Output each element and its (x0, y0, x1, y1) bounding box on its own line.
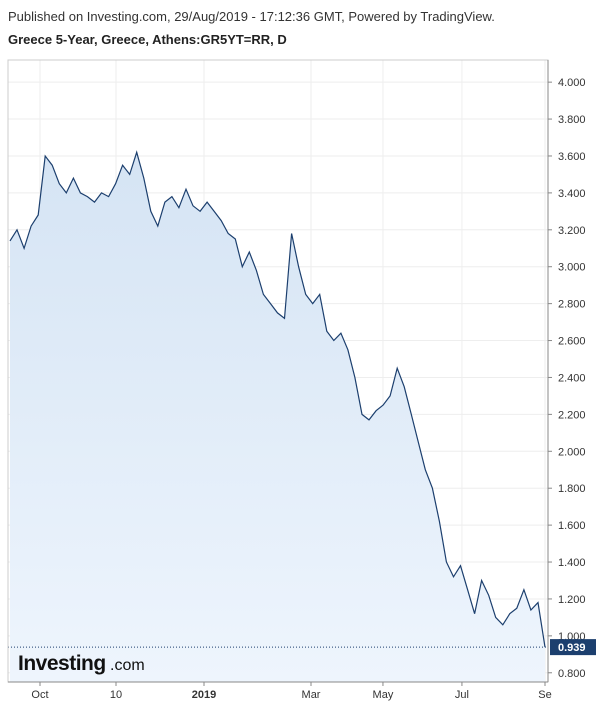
area (10, 152, 545, 683)
y-tick-label: 1.800 (558, 483, 586, 495)
y-tick-label: 2.800 (558, 299, 586, 311)
y-tick-label: 1.200 (558, 594, 586, 606)
x-tick-label: 2019 (192, 689, 216, 701)
logo-suffix: .com (110, 657, 145, 674)
last-value-label: 0.939 (558, 642, 586, 654)
published-note: Published on Investing.com, 29/Aug/2019 … (8, 9, 495, 24)
last-value-box (550, 639, 596, 656)
y-tick-label: 3.600 (558, 151, 586, 163)
line (9, 150, 546, 648)
x-tick-label: May (373, 689, 394, 701)
y-tick-label: 3.400 (558, 188, 586, 200)
y-tick-label: 2.200 (558, 409, 586, 421)
x-tick-label: Se (538, 689, 551, 701)
y-tick-label: 3.200 (558, 225, 586, 237)
y-tick-label: 3.000 (558, 262, 586, 274)
x-tick-label: Mar (302, 689, 321, 701)
y-tick-label: 1.600 (558, 520, 586, 532)
x-tick-label: Oct (31, 689, 48, 701)
x-tick-label: 10 (110, 689, 122, 701)
y-tick-label: 2.400 (558, 372, 586, 384)
y-tick-label: 1.400 (558, 557, 586, 569)
y-tick-label: 2.000 (558, 446, 586, 458)
x-tick-label: Jul (455, 689, 469, 701)
y-tick-label: 3.800 (558, 114, 586, 126)
y-tick-label: 0.800 (558, 668, 586, 680)
logo: Investing (18, 652, 106, 675)
y-tick-label: 4.000 (558, 77, 586, 89)
chart-title: Greece 5-Year, Greece, Athens:GR5YT=RR, … (8, 32, 287, 47)
y-tick-label: 2.600 (558, 336, 586, 348)
